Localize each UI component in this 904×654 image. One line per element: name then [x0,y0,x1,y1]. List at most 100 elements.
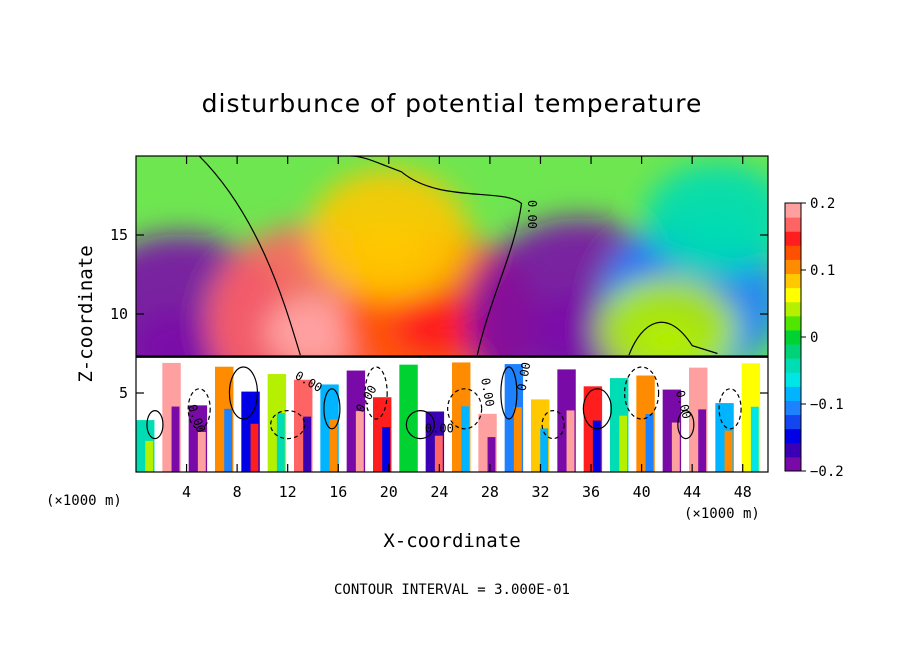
colorbar-swatch [785,414,801,430]
turbulent-band [461,406,470,472]
x-tick-label: 12 [279,483,297,501]
field-core [352,222,426,268]
contour-label: 0.00 [425,422,454,436]
chart-title: disturbunce of potential temperature [202,89,703,118]
colorbar-swatch [785,386,801,401]
colorbar-swatch [785,344,801,359]
turbulent-band [487,437,496,472]
x-tick-label: 44 [683,483,701,501]
turbulent-band [276,413,285,472]
colorbar-swatch [785,287,801,303]
turbulent-band [250,423,259,472]
colorbar-swatch [785,400,801,416]
eddy-contour [500,366,518,420]
contour-label: 0.00 [514,361,533,392]
eddy-contour [405,410,435,440]
turbulent-band [382,427,391,472]
turbulent-band [750,406,759,472]
colorbar-swatch [785,273,801,289]
colorbar-swatch [785,301,801,317]
turbulent-band [645,414,654,472]
colorbar-swatch [785,372,801,387]
contour-interval-note: CONTOUR INTERVAL = 3.000E-01 [334,582,570,598]
eddy-contour [270,410,306,440]
x-tick-label: 36 [582,483,600,501]
x-tick-label: 16 [329,483,347,501]
heatmap-field [136,156,768,472]
colorbar-swatch [785,442,801,458]
eddy-contour [582,388,612,430]
turbulent-band [197,432,206,472]
colorbar-swatch [785,245,801,260]
turbulent-band [540,428,549,472]
turbulent-band [566,410,575,472]
turbulent-band [224,408,233,472]
eddy-contour [187,388,211,430]
turbulent-band [671,422,680,472]
colorbar-swatch [785,358,801,373]
eddy-contour [623,366,660,420]
colorbar-swatch [785,203,801,218]
x-tick-label: 32 [531,483,549,501]
x-tick-label: 8 [233,483,242,501]
turbulent-band [329,419,338,472]
x-unit-right: (×1000 m) [684,506,760,522]
y-tick-label: 5 [119,384,128,402]
colorbar-swatch [785,428,801,444]
x-axis: 4 8 12 16 20 24 28 32 36 40 44 48 [182,156,752,501]
colorbar-swatch [785,231,801,246]
colorbar-tick-label: −0.2 [810,464,844,480]
colorbar-tick-label: 0 [810,330,818,346]
eddy-contour [228,366,259,420]
colorbar-swatch [785,329,801,345]
field-core [395,297,483,357]
colorbar-tick-label: 0.2 [810,196,835,212]
colorbar-swatch [785,259,801,275]
turbulent-band [171,406,180,472]
turbulent-band [724,430,733,472]
colorbar-tick-label: 0.1 [810,263,835,279]
colorbar-swatch [785,456,801,472]
x-tick-label: 28 [481,483,499,501]
colorbar-swatch [785,315,801,331]
x-tick-label: 48 [734,483,752,501]
colorbar-swatch [785,217,801,232]
x-axis-label: X-coordinate [383,530,520,552]
eddy-contour [447,388,483,430]
eddy-contour [718,388,742,430]
x-tick-label: 40 [633,483,651,501]
turbulent-band [592,420,601,472]
turbulent-layer [136,356,768,472]
turbulent-band [619,415,628,472]
x-tick-label: 20 [380,483,398,501]
x-tick-label: 24 [430,483,448,501]
turbulent-band [303,416,312,472]
y-tick-label: 15 [110,226,128,244]
contour-label: 0.00 [525,200,539,229]
x-unit-left: (×1000 m) [46,493,122,509]
eddy-contour [364,366,388,420]
turbulent-band [355,411,364,472]
contour-label: 0.00 [478,377,497,408]
eddy-contour [677,410,695,440]
turbulent-band [145,440,154,472]
contour-lines [136,156,768,440]
field-core [635,321,699,359]
turbulent-band [698,409,707,472]
field-core [684,209,751,249]
colorbar-tick-label: −0.1 [810,397,844,413]
turbulent-band [434,435,443,472]
y-tick-label: 10 [110,305,128,323]
field-core [264,297,362,367]
y-axis: 5 10 15 [110,226,768,402]
eddy-contour [146,410,164,440]
zero-contour [628,321,718,356]
y-axis-label: Z-coordinate [75,245,97,382]
eddy-contour [323,388,341,430]
zero-contour [198,156,523,356]
turbulent-band [513,407,522,472]
turbulent-band [408,407,417,472]
eddy-contour [541,410,565,440]
colorbar: 0.2 0.1 0 −0.1 −0.2 [784,196,844,480]
